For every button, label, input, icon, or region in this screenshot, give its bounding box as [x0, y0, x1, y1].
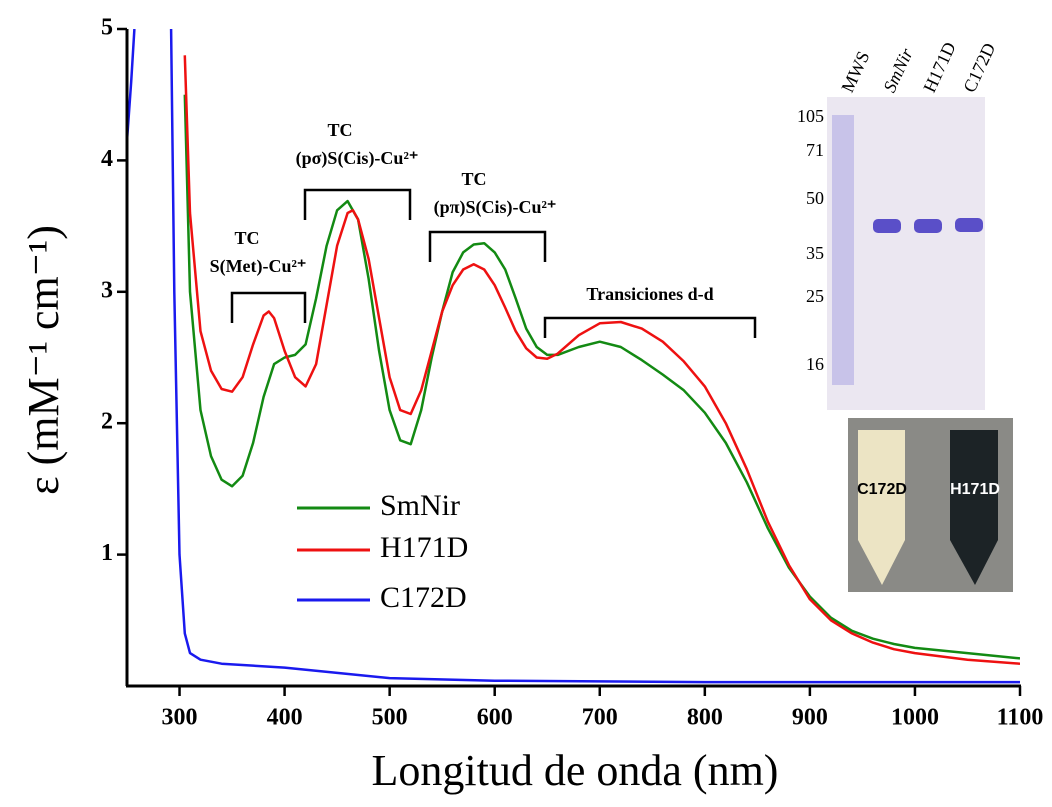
y-axis-label: ε (mM⁻¹ cm⁻¹): [19, 225, 68, 495]
annotation: TC: [461, 169, 486, 189]
annotation: S(Met)-Cu²⁺: [210, 256, 307, 277]
legend-label: H171D: [380, 531, 468, 564]
annotation: (pσ)S(Cis)-Cu²⁺: [296, 148, 419, 169]
band: [873, 219, 901, 233]
band: [955, 218, 983, 232]
x-tick-label: 400: [267, 705, 303, 731]
marker-label: 25: [806, 286, 824, 306]
marker-label: 16: [806, 354, 824, 374]
x-axis-label: Longitud de onda (nm): [372, 746, 779, 795]
y-tick-label: 2: [101, 409, 113, 435]
tube-photo: C172D H171D: [848, 418, 1013, 592]
lane-label: MWS: [837, 48, 873, 95]
x-tick-label: 500: [372, 705, 408, 731]
tube-label: H171D: [950, 481, 1000, 498]
bracket: [303, 188, 412, 220]
series-line: [183, 55, 1020, 665]
annotation: (pπ)S(Cis)-Cu²⁺: [434, 197, 557, 218]
lane-label: C172D: [959, 40, 999, 96]
x-tick-label: 1000: [891, 705, 939, 731]
tube: [950, 430, 998, 585]
y-tick-label: 4: [101, 146, 113, 172]
legend-label: C172D: [380, 581, 467, 614]
legend-label: SmNir: [380, 489, 460, 522]
x-tick-label: 600: [477, 705, 513, 731]
y-tick-label: 1: [101, 540, 113, 566]
x-tick-label: 800: [687, 705, 723, 731]
gel-inset: MWS SmNir H171D C172D 105 71 50 35 25 16: [797, 39, 999, 410]
tube-label: C172D: [857, 481, 907, 498]
x-tick-label: 700: [582, 705, 618, 731]
y-tick-label: 5: [101, 15, 113, 41]
ladder: [832, 115, 854, 385]
x-tick-label: 300: [162, 705, 198, 731]
bracket: [543, 316, 757, 338]
annotation: TC: [234, 228, 259, 248]
marker-label: 35: [806, 243, 824, 263]
annotation: Transiciones d-d: [586, 284, 713, 304]
marker-label: 50: [806, 188, 824, 208]
x-tick-label: 900: [792, 705, 828, 731]
annotation: TC: [327, 120, 352, 140]
tube: [858, 430, 905, 585]
x-tick-label: 1100: [997, 705, 1044, 731]
brackets: [230, 188, 757, 338]
band: [914, 219, 942, 233]
bracket: [428, 230, 547, 262]
lane-label: H171D: [919, 39, 960, 95]
y-tick-label: 3: [101, 277, 113, 303]
marker-label: 105: [797, 106, 824, 126]
marker-label: 71: [806, 140, 824, 160]
lane-label: SmNir: [879, 44, 917, 95]
series-line: [183, 94, 1020, 660]
bracket: [230, 291, 307, 323]
